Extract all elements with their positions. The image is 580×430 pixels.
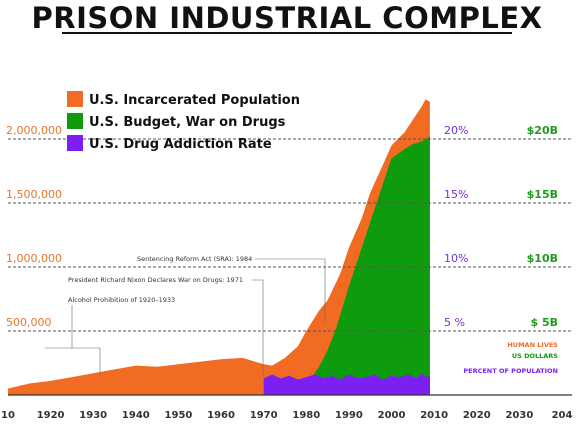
- gridlines: [8, 138, 572, 332]
- units-key: HUMAN LIVES US DOLLARS PERCENT OF POPULA…: [463, 341, 558, 375]
- x-tick-label: 1980: [292, 410, 320, 421]
- x-tick-label: 1920: [37, 410, 65, 421]
- x-tick-label: 204: [552, 410, 573, 421]
- y-left-tick-label: 1,000,000: [6, 252, 62, 265]
- x-tick-label: 2030: [505, 410, 533, 421]
- area-incarcerated: [8, 99, 430, 396]
- x-tick-label: 1940: [122, 410, 150, 421]
- x-tick-label: 1960: [207, 410, 235, 421]
- y-left-tick-label: 2,000,000: [6, 124, 62, 137]
- chart-title: PRISON INDUSTRIAL COMPLEX: [32, 1, 543, 35]
- y-left-tick-label: 500,000: [6, 316, 52, 329]
- y-right-tick-label: $15B: [527, 188, 558, 201]
- y-mid-tick-label: 15%: [444, 188, 468, 201]
- annotation-prohibition: Alcohol Prohibition of 1920–1933: [68, 296, 175, 304]
- legend: U.S. Incarcerated Population U.S. Budget…: [67, 91, 300, 152]
- x-tick-label: 1930: [79, 410, 107, 421]
- annotation-sra-leader: [255, 258, 326, 322]
- annotation-prohibition-leader: [71, 305, 101, 375]
- key-human-lives: HUMAN LIVES: [507, 341, 558, 349]
- y-right-tick-label: $10B: [527, 252, 558, 265]
- y-mid-tick-label: 20%: [444, 124, 468, 137]
- plot-areas: [8, 99, 572, 396]
- legend-label-incarcerated: U.S. Incarcerated Population: [89, 93, 300, 108]
- y-mid-tick-label: 10%: [444, 252, 468, 265]
- x-tick-label: 2020: [463, 410, 491, 421]
- x-tick-label: 2000: [378, 410, 406, 421]
- y-right-tick-label: $20B: [527, 124, 558, 137]
- x-tick-label: 1990: [335, 410, 363, 421]
- key-percent-population: PERCENT OF POPULATION: [463, 367, 558, 375]
- key-us-dollars: US DOLLARS: [512, 352, 558, 360]
- legend-swatch-budget: [67, 113, 83, 129]
- annotation-sra: Sentencing Reform Act (SRA): 1984: [137, 255, 252, 263]
- annotations: Sentencing Reform Act (SRA): 1984 Presid…: [45, 255, 326, 375]
- legend-swatch-addiction: [67, 135, 83, 151]
- tick-labels: 500,000 5 % $ 5B 1,000,000 10% $10B 1,500,000 1…: [1, 124, 572, 421]
- area-addiction: [263, 373, 430, 395]
- y-right-tick-label: $ 5B: [530, 316, 558, 329]
- y-left-tick-label: 1,500,000: [6, 188, 62, 201]
- legend-swatch-incarcerated: [67, 91, 83, 107]
- area-budget: [263, 136, 430, 395]
- x-tick-label: 1950: [165, 410, 193, 421]
- legend-label-budget: U.S. Budget, War on Drugs: [89, 115, 286, 130]
- x-tick-label: 2010: [420, 410, 448, 421]
- x-tick-label: 1970: [250, 410, 278, 421]
- y-mid-tick-label: 5 %: [444, 316, 465, 329]
- legend-label-addiction: U.S. Drug Addiction Rate: [89, 137, 272, 152]
- annotation-nixon-leader: [252, 279, 264, 375]
- x-tick-label: 10: [1, 410, 15, 421]
- annotation-nixon: President Richard Nixon Declares War on …: [68, 276, 243, 284]
